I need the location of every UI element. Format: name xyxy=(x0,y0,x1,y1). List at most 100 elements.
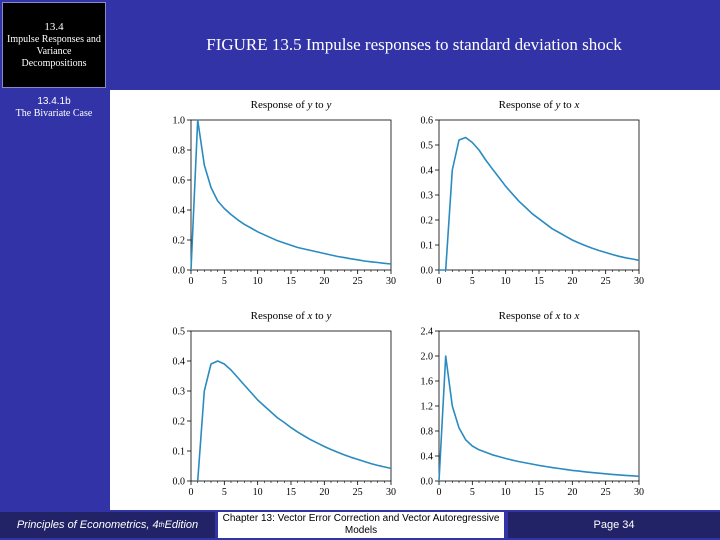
x-tick-label: 15 xyxy=(534,487,544,498)
x-tick-label: 30 xyxy=(386,487,396,498)
chart-title-part: to xyxy=(312,310,326,322)
chart-title-part: x xyxy=(554,310,560,322)
plot-frame xyxy=(438,119,640,271)
series-line xyxy=(196,360,392,482)
sidebar: 13.4.1b The Bivariate Case xyxy=(0,90,108,510)
y-tick-label: 0.8 xyxy=(173,146,186,157)
y-tick-label: 0.2 xyxy=(173,417,186,428)
chart-title-part: x xyxy=(306,310,312,322)
chart-panel-x-to-y: Response of x to y 0.0 0.1 0.2 0.3 0.4 0.5 0 5 10… xyxy=(173,310,397,498)
footer-chapter: Chapter 13: Vector Error Correction and … xyxy=(218,512,504,538)
section-number: 13.4 xyxy=(44,20,64,33)
y-tick-label: 0.2 xyxy=(421,216,434,227)
title-band: FIGURE 13.5 Impulse responses to standar… xyxy=(108,0,720,90)
x-tick-label: 20 xyxy=(319,276,329,287)
footer-book-suffix: Edition xyxy=(164,519,199,531)
chart-title-part: y xyxy=(325,99,331,111)
y-tick-label: 1.0 xyxy=(173,116,186,127)
chart-title-part: Response of xyxy=(499,99,556,111)
x-tick-label: 25 xyxy=(601,487,611,498)
series-line xyxy=(438,355,640,482)
chart-title: Response of y to x xyxy=(499,99,580,111)
x-tick-label: 25 xyxy=(601,276,611,287)
chart-title-part: x xyxy=(573,310,579,322)
y-tick-label: 1.6 xyxy=(421,377,434,388)
x-tick-label: 10 xyxy=(501,487,511,498)
y-tick-label: 2.0 xyxy=(421,352,434,363)
x-tick-label: 5 xyxy=(222,487,227,498)
x-tick-label: 15 xyxy=(286,276,296,287)
y-tick-label: 0.6 xyxy=(173,176,186,187)
y-tick-label: 0.3 xyxy=(421,191,434,202)
x-tick-label: 30 xyxy=(634,487,644,498)
x-tick-label: 25 xyxy=(353,487,363,498)
y-tick-label: 0.4 xyxy=(421,452,434,463)
chart-title-part: x xyxy=(573,99,579,111)
series-line xyxy=(439,136,640,271)
y-tick-label: 0.0 xyxy=(421,477,434,488)
chart-title-part: to xyxy=(560,310,574,322)
plot-frame xyxy=(190,330,392,482)
chart-panel-y-to-x: Response of y to x 0.0 0.1 0.2 0.3 0.4 0.5 0.6 0… xyxy=(421,99,645,287)
chart-title: Response of x to x xyxy=(499,310,580,322)
y-tick-label: 0.1 xyxy=(173,447,186,458)
x-tick-label: 30 xyxy=(634,276,644,287)
chart-title-part: Response of xyxy=(251,310,308,322)
y-tick-label: 0.0 xyxy=(173,266,186,277)
y-tick-label: 0.6 xyxy=(421,116,434,127)
chart-panel-y-to-y: Response of y to y 0.0 0.2 0.4 0.6 0.8 1.0 0 5 10… xyxy=(173,99,397,287)
chart-title-part: y xyxy=(554,99,560,111)
slide-title: FIGURE 13.5 Impulse responses to standar… xyxy=(206,35,622,54)
x-tick-label: 25 xyxy=(353,276,363,287)
chart-title-part: Response of xyxy=(499,310,556,322)
x-tick-label: 5 xyxy=(470,487,475,498)
y-tick-label: 2.4 xyxy=(421,327,434,338)
plot-frame xyxy=(190,119,392,271)
x-tick-label: 20 xyxy=(567,487,577,498)
y-tick-label: 0.4 xyxy=(421,166,434,177)
x-tick-label: 15 xyxy=(534,276,544,287)
x-tick-label: 0 xyxy=(189,276,194,287)
section-box: 13.4 Impulse Responses and Variance Deco… xyxy=(2,2,106,88)
y-tick-label: 0.5 xyxy=(421,141,434,152)
chart-title: Response of y to y xyxy=(251,99,332,111)
y-tick-label: 0.3 xyxy=(173,387,186,398)
chart-title-part: Response of xyxy=(251,99,308,111)
y-tick-label: 0.8 xyxy=(421,427,434,438)
x-tick-label: 10 xyxy=(501,276,511,287)
y-tick-label: 0.4 xyxy=(173,357,186,368)
subsection-title: The Bivariate Case xyxy=(15,108,93,119)
chart-panel-x-to-x: Response of x to x 0.0 0.4 0.8 1.2 1.6 2.0 2.4 0… xyxy=(421,310,645,498)
footer-book-sup: th xyxy=(158,521,165,529)
x-tick-label: 30 xyxy=(386,276,396,287)
chart-title-part: y xyxy=(306,99,312,111)
chart-title: Response of x to y xyxy=(251,310,332,322)
x-tick-label: 20 xyxy=(567,276,577,287)
x-tick-label: 0 xyxy=(437,487,442,498)
x-tick-label: 5 xyxy=(222,276,227,287)
x-tick-label: 20 xyxy=(319,487,329,498)
y-tick-label: 0.2 xyxy=(173,236,186,247)
y-tick-label: 0.0 xyxy=(173,477,186,488)
y-tick-label: 0.5 xyxy=(173,327,186,338)
x-tick-label: 10 xyxy=(253,276,263,287)
series-line xyxy=(190,119,392,271)
figure-area: Response of y to y 0.0 0.2 0.4 0.6 0.8 1.0 0 5 10… xyxy=(110,90,720,510)
chart-title-part: to xyxy=(560,99,574,111)
y-tick-label: 0.4 xyxy=(173,206,186,217)
plot-frame xyxy=(438,330,640,482)
y-tick-label: 0.0 xyxy=(421,266,434,277)
x-tick-label: 15 xyxy=(286,487,296,498)
x-tick-label: 10 xyxy=(253,487,263,498)
footer-book-prefix: Principles of Econometrics, 4 xyxy=(16,519,159,531)
x-tick-label: 0 xyxy=(189,487,194,498)
y-tick-label: 1.2 xyxy=(421,402,434,413)
x-tick-label: 0 xyxy=(437,276,442,287)
footer-page-number: Page 34 xyxy=(508,512,720,538)
section-title: Impulse Responses and Variance Decomposi… xyxy=(7,33,101,69)
chart-title-part: y xyxy=(325,310,331,322)
chart-title-part: to xyxy=(312,99,326,111)
x-tick-label: 5 xyxy=(470,276,475,287)
y-tick-label: 0.1 xyxy=(421,241,434,252)
